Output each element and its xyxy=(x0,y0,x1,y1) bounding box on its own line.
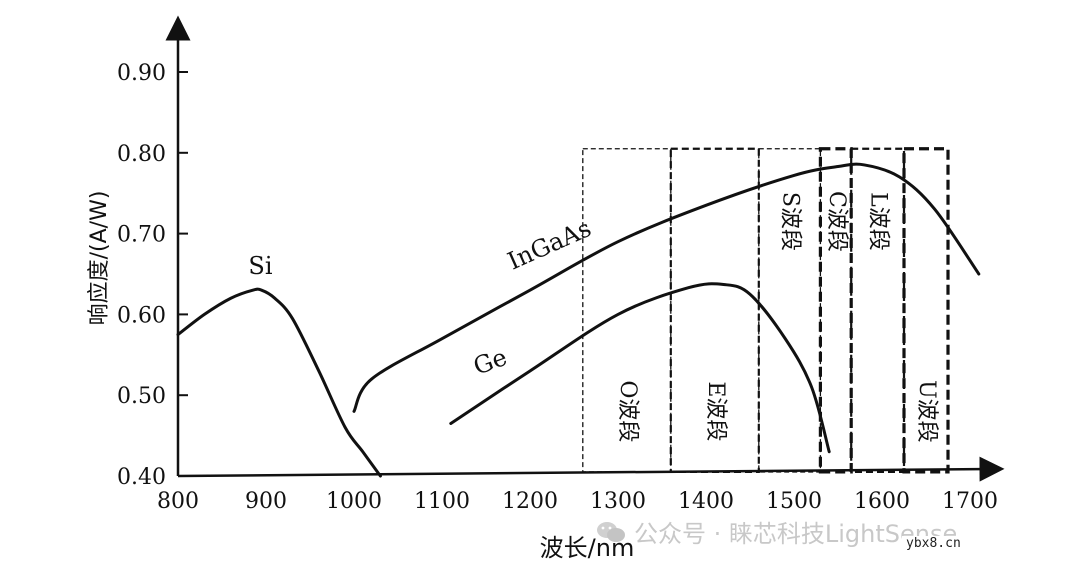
curve-ge xyxy=(449,282,831,454)
x-tick-label: 900 xyxy=(245,489,287,514)
band-box-6 xyxy=(902,147,950,474)
y-tick-label: 0.60 xyxy=(117,303,166,328)
band-label-5: L波段 xyxy=(866,192,891,251)
wechat-icon xyxy=(597,521,625,542)
x-tick-label: 1100 xyxy=(414,489,470,514)
x-tick-label: 1000 xyxy=(326,489,382,514)
site-label: ybx8.cn xyxy=(902,536,965,551)
y-tick-label: 0.90 xyxy=(117,61,166,86)
curve-label-ingaas: InGaAs xyxy=(503,214,595,275)
y-tick-label: 0.70 xyxy=(117,223,166,248)
x-tick-label: 1400 xyxy=(678,489,734,514)
curve-label-si: Si xyxy=(248,252,272,280)
band-label-4: C波段 xyxy=(824,191,849,252)
x-tick-label: 800 xyxy=(157,489,199,514)
band-label-2: E波段 xyxy=(703,381,728,441)
curve-label-ge: Ge xyxy=(470,343,511,381)
x-tick-label: 1600 xyxy=(854,489,910,514)
y-axis-label: 响应度/(A/W) xyxy=(87,191,112,326)
x-tick-label: 1700 xyxy=(942,489,998,514)
curve-ingaas xyxy=(352,162,981,413)
x-tick-label: 1500 xyxy=(766,489,822,514)
band-box-4 xyxy=(818,147,853,474)
y-tick-label: 0.50 xyxy=(117,384,166,409)
x-tick-label: 1300 xyxy=(590,489,646,514)
band-label-6: U波段 xyxy=(914,380,939,443)
band-label-3: S波段 xyxy=(778,192,803,251)
y-tick-label: 0.80 xyxy=(117,142,166,167)
x-tick-label: 1200 xyxy=(502,489,558,514)
y-tick-label: 0.40 xyxy=(117,465,166,490)
x-axis xyxy=(177,456,1005,482)
band-box-3 xyxy=(758,148,822,473)
band-label-1: O波段 xyxy=(615,380,640,442)
curve-si xyxy=(176,287,382,478)
